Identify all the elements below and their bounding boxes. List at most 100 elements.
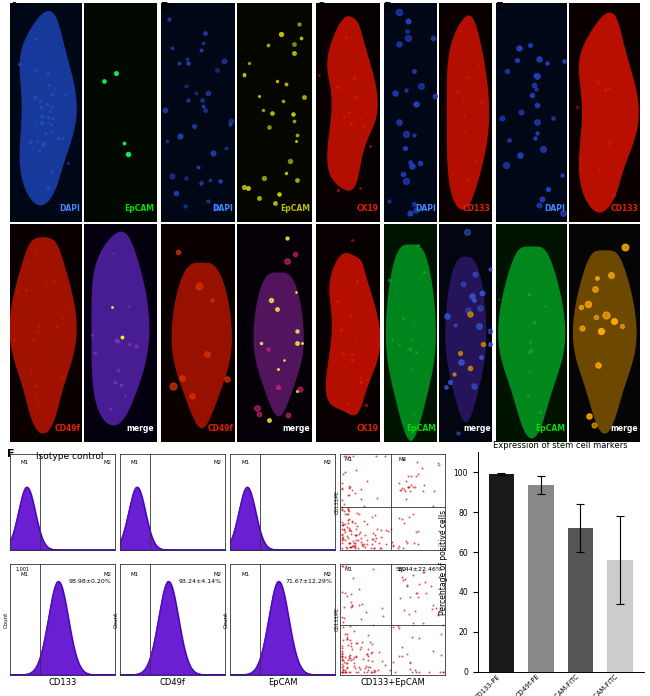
Point bbox=[351, 651, 361, 663]
Point bbox=[337, 650, 348, 661]
Point bbox=[361, 666, 372, 677]
Point bbox=[344, 667, 355, 678]
Point bbox=[346, 525, 356, 537]
Text: CD133: CD133 bbox=[463, 204, 491, 213]
Point bbox=[398, 518, 409, 529]
Point bbox=[341, 561, 352, 572]
Point bbox=[372, 523, 382, 535]
Point bbox=[351, 650, 361, 661]
Point bbox=[367, 534, 377, 545]
Text: CD49f: CD49f bbox=[207, 425, 233, 433]
Point bbox=[344, 635, 355, 646]
Point bbox=[418, 567, 428, 578]
Point bbox=[410, 664, 420, 675]
Point bbox=[358, 540, 368, 551]
Point bbox=[356, 493, 366, 505]
Point bbox=[337, 653, 348, 664]
Point bbox=[339, 602, 350, 613]
Text: A: A bbox=[10, 2, 18, 12]
Point bbox=[338, 663, 348, 674]
Point bbox=[408, 508, 419, 519]
Point bbox=[339, 467, 350, 478]
Point bbox=[352, 507, 363, 519]
Point bbox=[397, 454, 408, 465]
Point bbox=[376, 525, 386, 536]
Point bbox=[394, 541, 404, 552]
Point bbox=[370, 665, 381, 677]
Point bbox=[353, 535, 363, 546]
Point bbox=[346, 602, 356, 613]
Text: M2: M2 bbox=[214, 572, 222, 577]
Point bbox=[338, 622, 348, 633]
Point bbox=[370, 530, 380, 541]
Text: EpCAM: EpCAM bbox=[535, 425, 565, 433]
Text: DAPI: DAPI bbox=[415, 204, 436, 213]
Text: B: B bbox=[161, 2, 169, 12]
Point bbox=[394, 651, 404, 662]
Point bbox=[436, 649, 446, 661]
Point bbox=[356, 532, 366, 544]
Point bbox=[362, 643, 372, 654]
Point bbox=[424, 667, 434, 678]
Point bbox=[343, 650, 354, 661]
Point bbox=[342, 542, 352, 553]
Point bbox=[396, 514, 407, 525]
Text: CD133: CD133 bbox=[48, 678, 77, 687]
Point bbox=[408, 569, 419, 580]
Y-axis label: Count: Count bbox=[3, 611, 8, 628]
Point bbox=[338, 655, 348, 666]
Point bbox=[400, 475, 411, 487]
Point bbox=[371, 450, 382, 461]
Point bbox=[340, 667, 350, 678]
Point bbox=[337, 646, 348, 657]
Point bbox=[356, 641, 367, 652]
Point bbox=[345, 528, 356, 539]
Point bbox=[343, 654, 353, 665]
Point bbox=[343, 667, 354, 678]
Point bbox=[356, 484, 366, 495]
Point bbox=[337, 532, 348, 544]
Point bbox=[345, 541, 356, 553]
Point bbox=[367, 646, 377, 657]
Point bbox=[354, 528, 365, 539]
Text: 71.67±12.29%: 71.67±12.29% bbox=[285, 578, 332, 583]
Point bbox=[366, 647, 376, 658]
Point bbox=[362, 519, 372, 530]
Point bbox=[411, 587, 422, 599]
Point bbox=[360, 529, 370, 540]
Point bbox=[395, 593, 405, 604]
Point bbox=[340, 664, 350, 675]
Point bbox=[337, 642, 348, 654]
Text: M1: M1 bbox=[131, 461, 139, 466]
Point bbox=[337, 661, 348, 672]
Point bbox=[363, 651, 373, 662]
Point bbox=[399, 574, 410, 585]
Point bbox=[339, 505, 350, 516]
Point bbox=[397, 650, 408, 661]
Point bbox=[433, 609, 443, 620]
Point bbox=[393, 621, 403, 632]
Point bbox=[358, 500, 369, 512]
Point bbox=[350, 487, 360, 498]
Point bbox=[434, 459, 444, 470]
Point bbox=[395, 484, 405, 495]
Point bbox=[375, 542, 385, 553]
Point bbox=[348, 537, 359, 548]
Bar bbox=[528, 485, 554, 672]
Point bbox=[341, 530, 352, 541]
Point bbox=[370, 536, 380, 547]
Point bbox=[359, 541, 370, 553]
Point bbox=[404, 512, 414, 523]
Point bbox=[342, 629, 352, 640]
Point bbox=[344, 649, 355, 661]
Point bbox=[354, 600, 364, 611]
Point bbox=[337, 655, 348, 666]
Point bbox=[348, 541, 359, 552]
Point bbox=[383, 525, 393, 536]
Point bbox=[398, 542, 408, 553]
Point bbox=[357, 538, 367, 549]
Point bbox=[337, 664, 348, 675]
Point bbox=[344, 514, 355, 525]
Text: C: C bbox=[317, 2, 324, 12]
Point bbox=[340, 509, 350, 520]
